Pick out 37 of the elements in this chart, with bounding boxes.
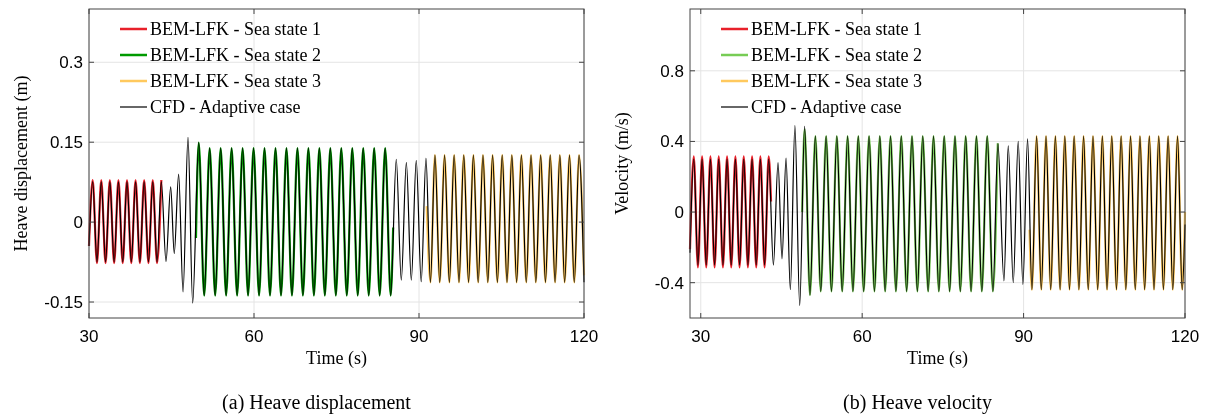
x-tick-label: 90 xyxy=(409,327,429,346)
y-tick-label: 0.15 xyxy=(49,133,83,153)
x-axis-title: Time (s) xyxy=(907,348,968,369)
x-axis-title: Time (s) xyxy=(306,348,367,369)
legend-label: BEM-LFK - Sea state 3 xyxy=(751,71,922,91)
text: (b) Heave velocity xyxy=(843,391,992,414)
x-tick-label: 90 xyxy=(1014,327,1034,346)
legend-label: CFD - Adaptive case xyxy=(150,97,301,117)
line-series xyxy=(689,124,1186,307)
y-tick-label: 0.3 xyxy=(59,53,83,73)
y-tick-label: -0.15 xyxy=(44,293,83,313)
y-tick-label: -0.4 xyxy=(654,273,684,293)
text: (a) Heave displacement xyxy=(222,391,412,414)
line-series xyxy=(88,136,585,304)
x-tick-label: 120 xyxy=(1170,327,1200,346)
y-tick-label: 0 xyxy=(674,203,684,223)
line-series xyxy=(1028,135,1187,291)
y-axis-title: Heave displacement (m) xyxy=(11,75,32,252)
line-series xyxy=(425,153,586,284)
legend-label: BEM-LFK - Sea state 1 xyxy=(751,19,922,39)
legend-label: BEM-LFK - Sea state 1 xyxy=(150,19,321,39)
line-series xyxy=(194,141,395,297)
x-tick-label: 30 xyxy=(79,327,99,346)
legend-label: BEM-LFK - Sea state 2 xyxy=(751,45,922,65)
x-tick-label: 60 xyxy=(852,327,872,346)
legend-label: BEM-LFK - Sea state 3 xyxy=(150,71,321,91)
x-tick-label: 120 xyxy=(569,327,599,346)
x-tick-label: 60 xyxy=(244,327,264,346)
line-series xyxy=(801,127,999,297)
x-tick-label: 30 xyxy=(691,327,711,346)
y-tick-label: 0.4 xyxy=(660,132,684,152)
y-axis-title: Velocity (m/s) xyxy=(612,112,633,215)
line-series xyxy=(688,155,773,269)
y-tick-label: 0 xyxy=(73,213,83,233)
legend-label: BEM-LFK - Sea state 2 xyxy=(150,45,321,65)
legend-label: CFD - Adaptive case xyxy=(751,97,902,117)
y-tick-label: 0.8 xyxy=(660,61,684,81)
